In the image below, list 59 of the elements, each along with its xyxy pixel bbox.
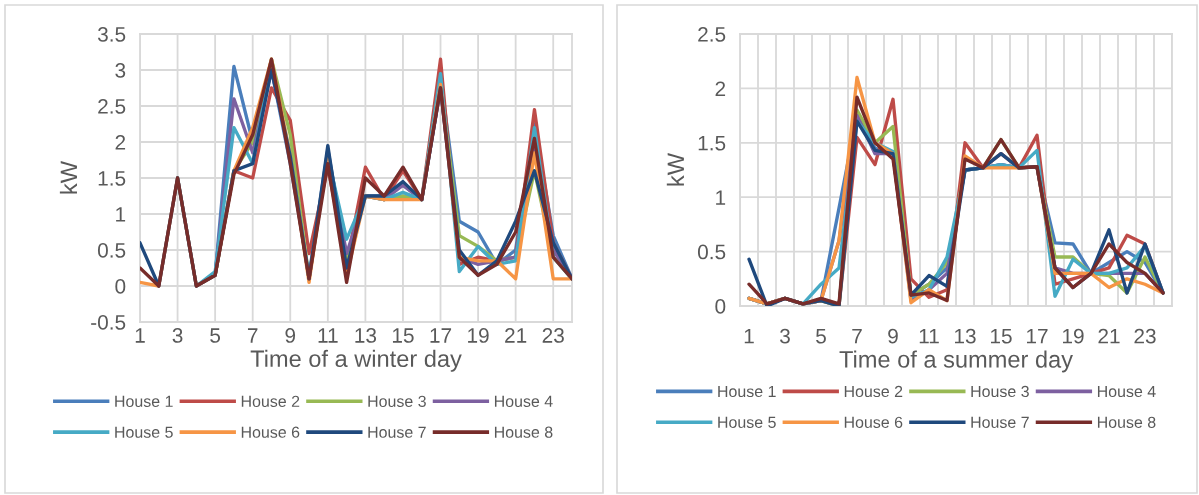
y-tick-label: 0.5 [97, 243, 126, 258]
x-axis-title: Time of a winter day [250, 349, 462, 372]
y-axis-title: kW [59, 161, 77, 194]
x-tick-label: 23 [542, 328, 564, 343]
legend-label: House 1 [718, 385, 776, 398]
y-tick-label: 0 [715, 299, 726, 314]
legend-label: House 2 [844, 385, 903, 398]
y-tick-label: 0 [115, 279, 126, 294]
x-tick-label: 21 [505, 328, 527, 343]
x-axis-title: Time of a summer day [839, 350, 1073, 373]
x-tick-label: 7 [852, 328, 862, 344]
y-tick-label: 3.5 [97, 27, 126, 42]
x-tick-label: 1 [135, 328, 145, 343]
x-tick-label: 19 [1063, 328, 1084, 344]
y-tick-label: 0.5 [697, 244, 726, 260]
x-tick-label: 13 [955, 328, 976, 344]
legend-label: House 4 [494, 395, 553, 408]
x-tick-label: 19 [468, 328, 489, 343]
x-tick-label: 23 [1134, 328, 1156, 344]
y-tick-label: 1.5 [698, 136, 726, 151]
legend-label: House 5 [115, 426, 173, 438]
x-tick-label: 15 [991, 328, 1012, 344]
x-tick-label: 11 [919, 328, 939, 344]
y-tick-label: -0.5 [91, 315, 126, 330]
x-tick-label: 9 [888, 328, 898, 344]
x-tick-label: 15 [392, 328, 414, 343]
legend-label: House 2 [241, 395, 300, 408]
y-tick-label: 1 [116, 207, 126, 222]
legend-label: House 8 [1097, 416, 1156, 428]
y-tick-label: 2 [115, 135, 126, 150]
legend-label: House 4 [1097, 385, 1156, 398]
legend-label: House 6 [844, 416, 903, 428]
x-tick-label: 3 [172, 328, 183, 343]
legend-label: House 1 [115, 395, 173, 408]
x-tick-label: 21 [1098, 328, 1120, 344]
y-axis-title: kW [666, 153, 684, 186]
legend-label: House 8 [494, 426, 553, 438]
y-tick-label: 2.5 [98, 99, 126, 114]
y-tick-label: 2 [715, 81, 726, 96]
x-tick-label: 11 [318, 328, 338, 343]
legend-label: House 7 [971, 416, 1029, 428]
legend-label: House 3 [971, 385, 1029, 398]
x-tick-label: 3 [780, 328, 790, 344]
y-tick-label: 1.5 [98, 171, 126, 186]
x-tick-label: 5 [210, 328, 221, 343]
legend-label: House 6 [241, 426, 300, 438]
x-tick-label: 9 [285, 328, 296, 343]
x-tick-label: 13 [355, 328, 377, 343]
x-tick-label: 17 [1027, 328, 1048, 344]
y-tick-label: 2.5 [698, 27, 726, 42]
legend-label: House 5 [718, 416, 776, 428]
y-tick-label: 1 [716, 190, 726, 205]
x-tick-label: 7 [247, 328, 258, 343]
y-tick-label: 3 [115, 63, 126, 78]
x-tick-label: 1 [744, 328, 754, 344]
x-tick-label: 5 [816, 328, 826, 344]
x-tick-label: 17 [430, 328, 452, 343]
legend-label: House 3 [368, 395, 426, 408]
legend-label: House 7 [368, 426, 426, 438]
